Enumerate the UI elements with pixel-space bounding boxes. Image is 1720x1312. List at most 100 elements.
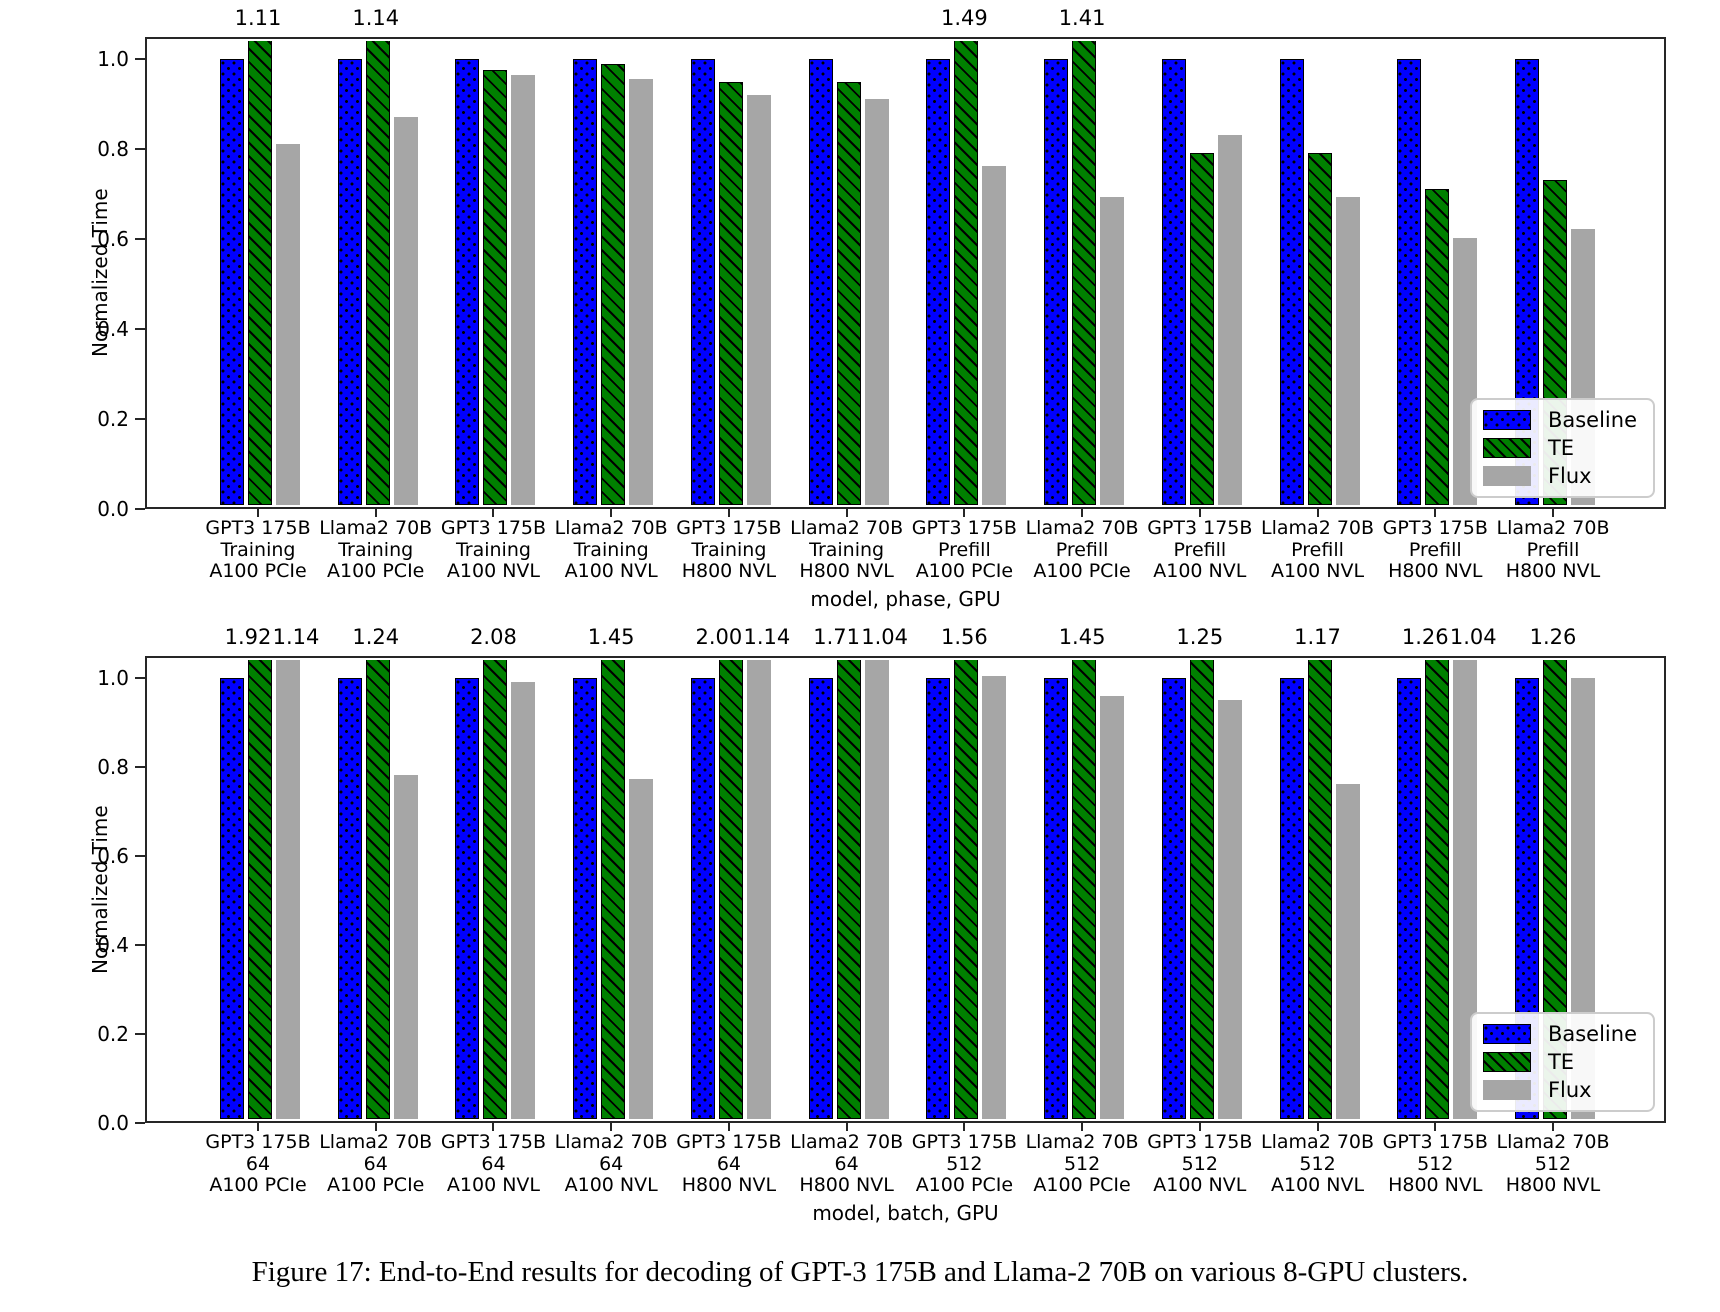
bar-baseline: [1397, 59, 1422, 505]
y-tick-mark: [135, 766, 145, 769]
bar-te: [1072, 660, 1097, 1119]
bar-flux: [276, 143, 300, 505]
bar-value-label: 1.26: [1529, 625, 1577, 649]
x-tick-label: Llama2 70B 512 H800 NVL: [1496, 1131, 1610, 1196]
y-tick-mark: [135, 148, 145, 151]
x-tick-label: GPT3 175B 64 A100 PCIe: [205, 1131, 311, 1196]
bar-baseline: [1397, 678, 1422, 1119]
x-tick-label: Llama2 70B Prefill A100 PCIe: [1025, 517, 1139, 582]
x-tick-label: GPT3 175B 64 A100 NVL: [440, 1131, 547, 1196]
bar-baseline: [455, 678, 480, 1119]
x-tick-mark: [610, 1123, 613, 1131]
x-tick-label: Llama2 70B 512 A100 PCIe: [1025, 1131, 1139, 1196]
bar-flux: [864, 99, 889, 505]
y-axis-label: Normalized Time: [88, 805, 112, 974]
bar-flux: [746, 660, 771, 1119]
bar-flux: [746, 94, 771, 505]
x-tick-mark: [1552, 1123, 1554, 1131]
x-tick-label: GPT3 175B 512 H800 NVL: [1382, 1131, 1488, 1196]
bar-flux: [1335, 197, 1360, 505]
y-tick-mark: [135, 418, 145, 421]
bar-baseline: [220, 59, 244, 505]
x-tick-mark: [845, 1123, 848, 1131]
legend-row-baseline: Baseline: [1482, 409, 1637, 431]
bar-te: [954, 660, 979, 1119]
x-tick-mark: [963, 509, 966, 517]
bar-flux: [982, 675, 1007, 1119]
y-tick-mark: [135, 1122, 145, 1124]
bar-value-label: 1.14: [272, 625, 320, 649]
bar-value-label: 1.45: [587, 625, 635, 649]
bottom-chart: Normalized Time Baseline TE Flux 0.0 0.2 0…: [88, 625, 1666, 1225]
bar-value-label: 1.26: [1401, 625, 1449, 649]
plot-area: Baseline TE Flux: [145, 37, 1666, 509]
x-tick-label: GPT3 175B Training H800 NVL: [676, 517, 782, 582]
bar-value-label: 1.11: [234, 6, 282, 30]
x-tick-label: GPT3 175B Training A100 PCIe: [205, 517, 311, 582]
x-tick-mark: [1198, 509, 1201, 517]
x-tick-label: Llama2 70B 64 H800 NVL: [790, 1131, 904, 1196]
x-tick-mark: [257, 509, 259, 517]
x-tick-mark: [257, 1123, 259, 1131]
bar-te: [836, 81, 861, 505]
bar-flux: [393, 117, 418, 505]
bar-baseline: [690, 678, 715, 1119]
x-tick-label: GPT3 175B 64 H800 NVL: [676, 1131, 782, 1196]
bar-flux: [1217, 135, 1242, 505]
x-tick-mark: [1316, 1123, 1319, 1131]
bar-baseline: [573, 59, 598, 505]
baseline-swatch: [1482, 1024, 1531, 1044]
x-tick-mark: [374, 1123, 377, 1131]
bar-baseline: [1515, 59, 1539, 505]
bar-te: [718, 660, 743, 1119]
y-tick-label: 0.6: [97, 844, 129, 869]
bar-value-label: 1.49: [940, 6, 988, 30]
x-tick-mark: [610, 509, 613, 517]
bar-te: [718, 81, 743, 505]
bar-value-label: 2.00: [695, 625, 743, 649]
bar-value-label: 1.14: [352, 6, 400, 30]
bar-value-label: 1.56: [940, 625, 988, 649]
y-tick-label: 0.2: [97, 407, 129, 432]
bar-te: [365, 41, 390, 505]
legend-row-flux: Flux: [1482, 1078, 1637, 1102]
bar-baseline: [1515, 678, 1539, 1119]
bar-te: [248, 41, 272, 505]
bar-baseline: [337, 59, 362, 505]
x-tick-label: Llama2 70B Prefill A100 NVL: [1261, 517, 1375, 582]
legend-label-baseline: Baseline: [1547, 1022, 1637, 1046]
bar-flux: [511, 682, 536, 1119]
bar-baseline: [1161, 678, 1186, 1119]
bar-baseline: [926, 678, 951, 1119]
legend-label-te: TE: [1547, 436, 1575, 460]
y-tick-mark: [135, 238, 145, 241]
x-tick-mark: [1434, 1123, 1437, 1131]
y-tick-mark: [135, 1033, 145, 1036]
y-tick-label: 0.4: [97, 317, 129, 342]
y-tick-mark: [135, 944, 145, 947]
bar-te: [483, 70, 508, 505]
bar-baseline: [1044, 678, 1069, 1119]
y-tick-label: 1.0: [97, 47, 129, 72]
bar-flux: [1335, 783, 1360, 1119]
bar-flux: [629, 779, 654, 1119]
bar-baseline: [926, 59, 951, 505]
legend-label-flux: Flux: [1547, 1078, 1592, 1102]
legend-row-te: TE: [1482, 1051, 1637, 1073]
bar-baseline: [573, 678, 598, 1119]
bar-baseline: [808, 678, 833, 1119]
y-tick-label: 0.6: [97, 227, 129, 252]
bar-value-label: 1.14: [743, 625, 791, 649]
bars-layer: [149, 660, 1662, 1119]
plot-area: Baseline TE Flux: [145, 656, 1666, 1123]
y-tick-label: 0.8: [97, 755, 129, 780]
bar-flux: [864, 660, 889, 1119]
x-tick-label: GPT3 175B Prefill H800 NVL: [1382, 517, 1488, 582]
y-tick-label: 0.0: [97, 497, 129, 521]
baseline-swatch: [1482, 410, 1531, 430]
x-tick-label: GPT3 175B Training A100 NVL: [440, 517, 547, 582]
bar-te: [601, 660, 626, 1119]
top-chart: Normalized Time Baseline TE Flux 0.0 0.2 0…: [88, 6, 1666, 611]
bar-flux: [1100, 695, 1125, 1119]
bar-te: [1189, 152, 1214, 505]
